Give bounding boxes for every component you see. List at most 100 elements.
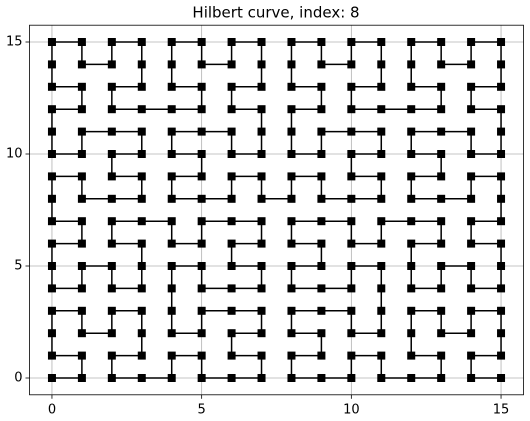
point-marker	[47, 284, 56, 293]
point-marker	[317, 284, 326, 293]
point-marker	[287, 239, 296, 248]
point-marker	[497, 172, 506, 181]
point-marker	[77, 329, 86, 338]
point-marker	[137, 38, 146, 46]
point-marker	[227, 194, 236, 203]
point-marker	[167, 172, 176, 181]
point-marker	[107, 194, 116, 203]
point-marker	[437, 374, 446, 382]
point-marker	[167, 239, 176, 248]
point-marker	[47, 105, 56, 114]
point-marker	[257, 172, 266, 181]
point-marker	[437, 105, 446, 114]
point-marker	[167, 306, 176, 315]
point-marker	[287, 284, 296, 293]
point-marker	[47, 351, 56, 360]
point-marker	[467, 105, 476, 114]
point-marker	[407, 374, 416, 382]
point-marker	[287, 172, 296, 181]
point-marker	[497, 150, 506, 158]
point-marker	[137, 351, 146, 360]
curve-line	[51, 41, 502, 379]
point-marker	[377, 194, 386, 203]
point-marker	[47, 374, 56, 382]
point-marker	[347, 262, 356, 270]
point-marker	[467, 172, 476, 181]
point-marker	[407, 306, 416, 315]
point-marker	[317, 351, 326, 360]
point-marker	[497, 217, 506, 226]
point-marker	[257, 60, 266, 69]
point-marker	[137, 239, 146, 248]
point-marker	[287, 329, 296, 338]
point-marker	[137, 306, 146, 315]
point-marker	[437, 262, 446, 270]
y-tick-label: 10	[6, 147, 23, 162]
point-marker	[167, 105, 176, 114]
point-marker	[167, 217, 176, 226]
point-marker	[137, 172, 146, 181]
point-marker	[377, 38, 386, 46]
point-marker	[137, 329, 146, 338]
point-marker	[227, 239, 236, 248]
point-marker	[497, 239, 506, 248]
point-marker	[227, 329, 236, 338]
point-marker	[497, 38, 506, 46]
point-marker	[137, 284, 146, 293]
point-marker	[257, 194, 266, 203]
point-marker	[467, 239, 476, 248]
point-marker	[107, 351, 116, 360]
point-marker	[347, 329, 356, 338]
point-marker	[77, 127, 86, 136]
point-marker	[317, 217, 326, 226]
point-marker	[77, 262, 86, 270]
point-marker	[137, 105, 146, 114]
point-marker	[167, 127, 176, 136]
point-marker	[347, 127, 356, 136]
point-marker	[257, 82, 266, 91]
point-marker	[437, 329, 446, 338]
point-marker	[107, 172, 116, 181]
point-marker	[77, 374, 86, 382]
point-marker	[77, 194, 86, 203]
point-marker	[407, 82, 416, 91]
point-marker	[197, 127, 206, 136]
point-marker	[227, 38, 236, 46]
point-marker	[467, 329, 476, 338]
point-marker	[47, 239, 56, 248]
point-marker	[347, 105, 356, 114]
point-marker	[197, 217, 206, 226]
point-marker	[137, 60, 146, 69]
point-marker	[77, 306, 86, 315]
point-marker	[47, 217, 56, 226]
x-tick-label: 0	[48, 402, 56, 417]
point-marker	[437, 239, 446, 248]
point-marker	[47, 60, 56, 69]
point-marker	[47, 262, 56, 270]
point-marker	[107, 105, 116, 114]
point-marker	[377, 127, 386, 136]
point-marker	[467, 150, 476, 158]
point-marker	[137, 262, 146, 270]
point-marker	[377, 60, 386, 69]
point-marker	[377, 172, 386, 181]
point-marker	[77, 60, 86, 69]
point-marker	[347, 172, 356, 181]
point-marker	[197, 194, 206, 203]
point-marker	[467, 38, 476, 46]
point-marker	[257, 239, 266, 248]
point-marker	[257, 284, 266, 293]
point-marker	[197, 38, 206, 46]
point-marker	[227, 284, 236, 293]
point-marker	[347, 217, 356, 226]
point-marker	[197, 150, 206, 158]
point-marker	[377, 374, 386, 382]
point-marker	[437, 306, 446, 315]
point-marker	[227, 217, 236, 226]
point-marker	[407, 127, 416, 136]
point-marker	[317, 127, 326, 136]
point-marker	[347, 351, 356, 360]
point-marker	[317, 239, 326, 248]
point-marker	[377, 82, 386, 91]
point-marker	[347, 239, 356, 248]
